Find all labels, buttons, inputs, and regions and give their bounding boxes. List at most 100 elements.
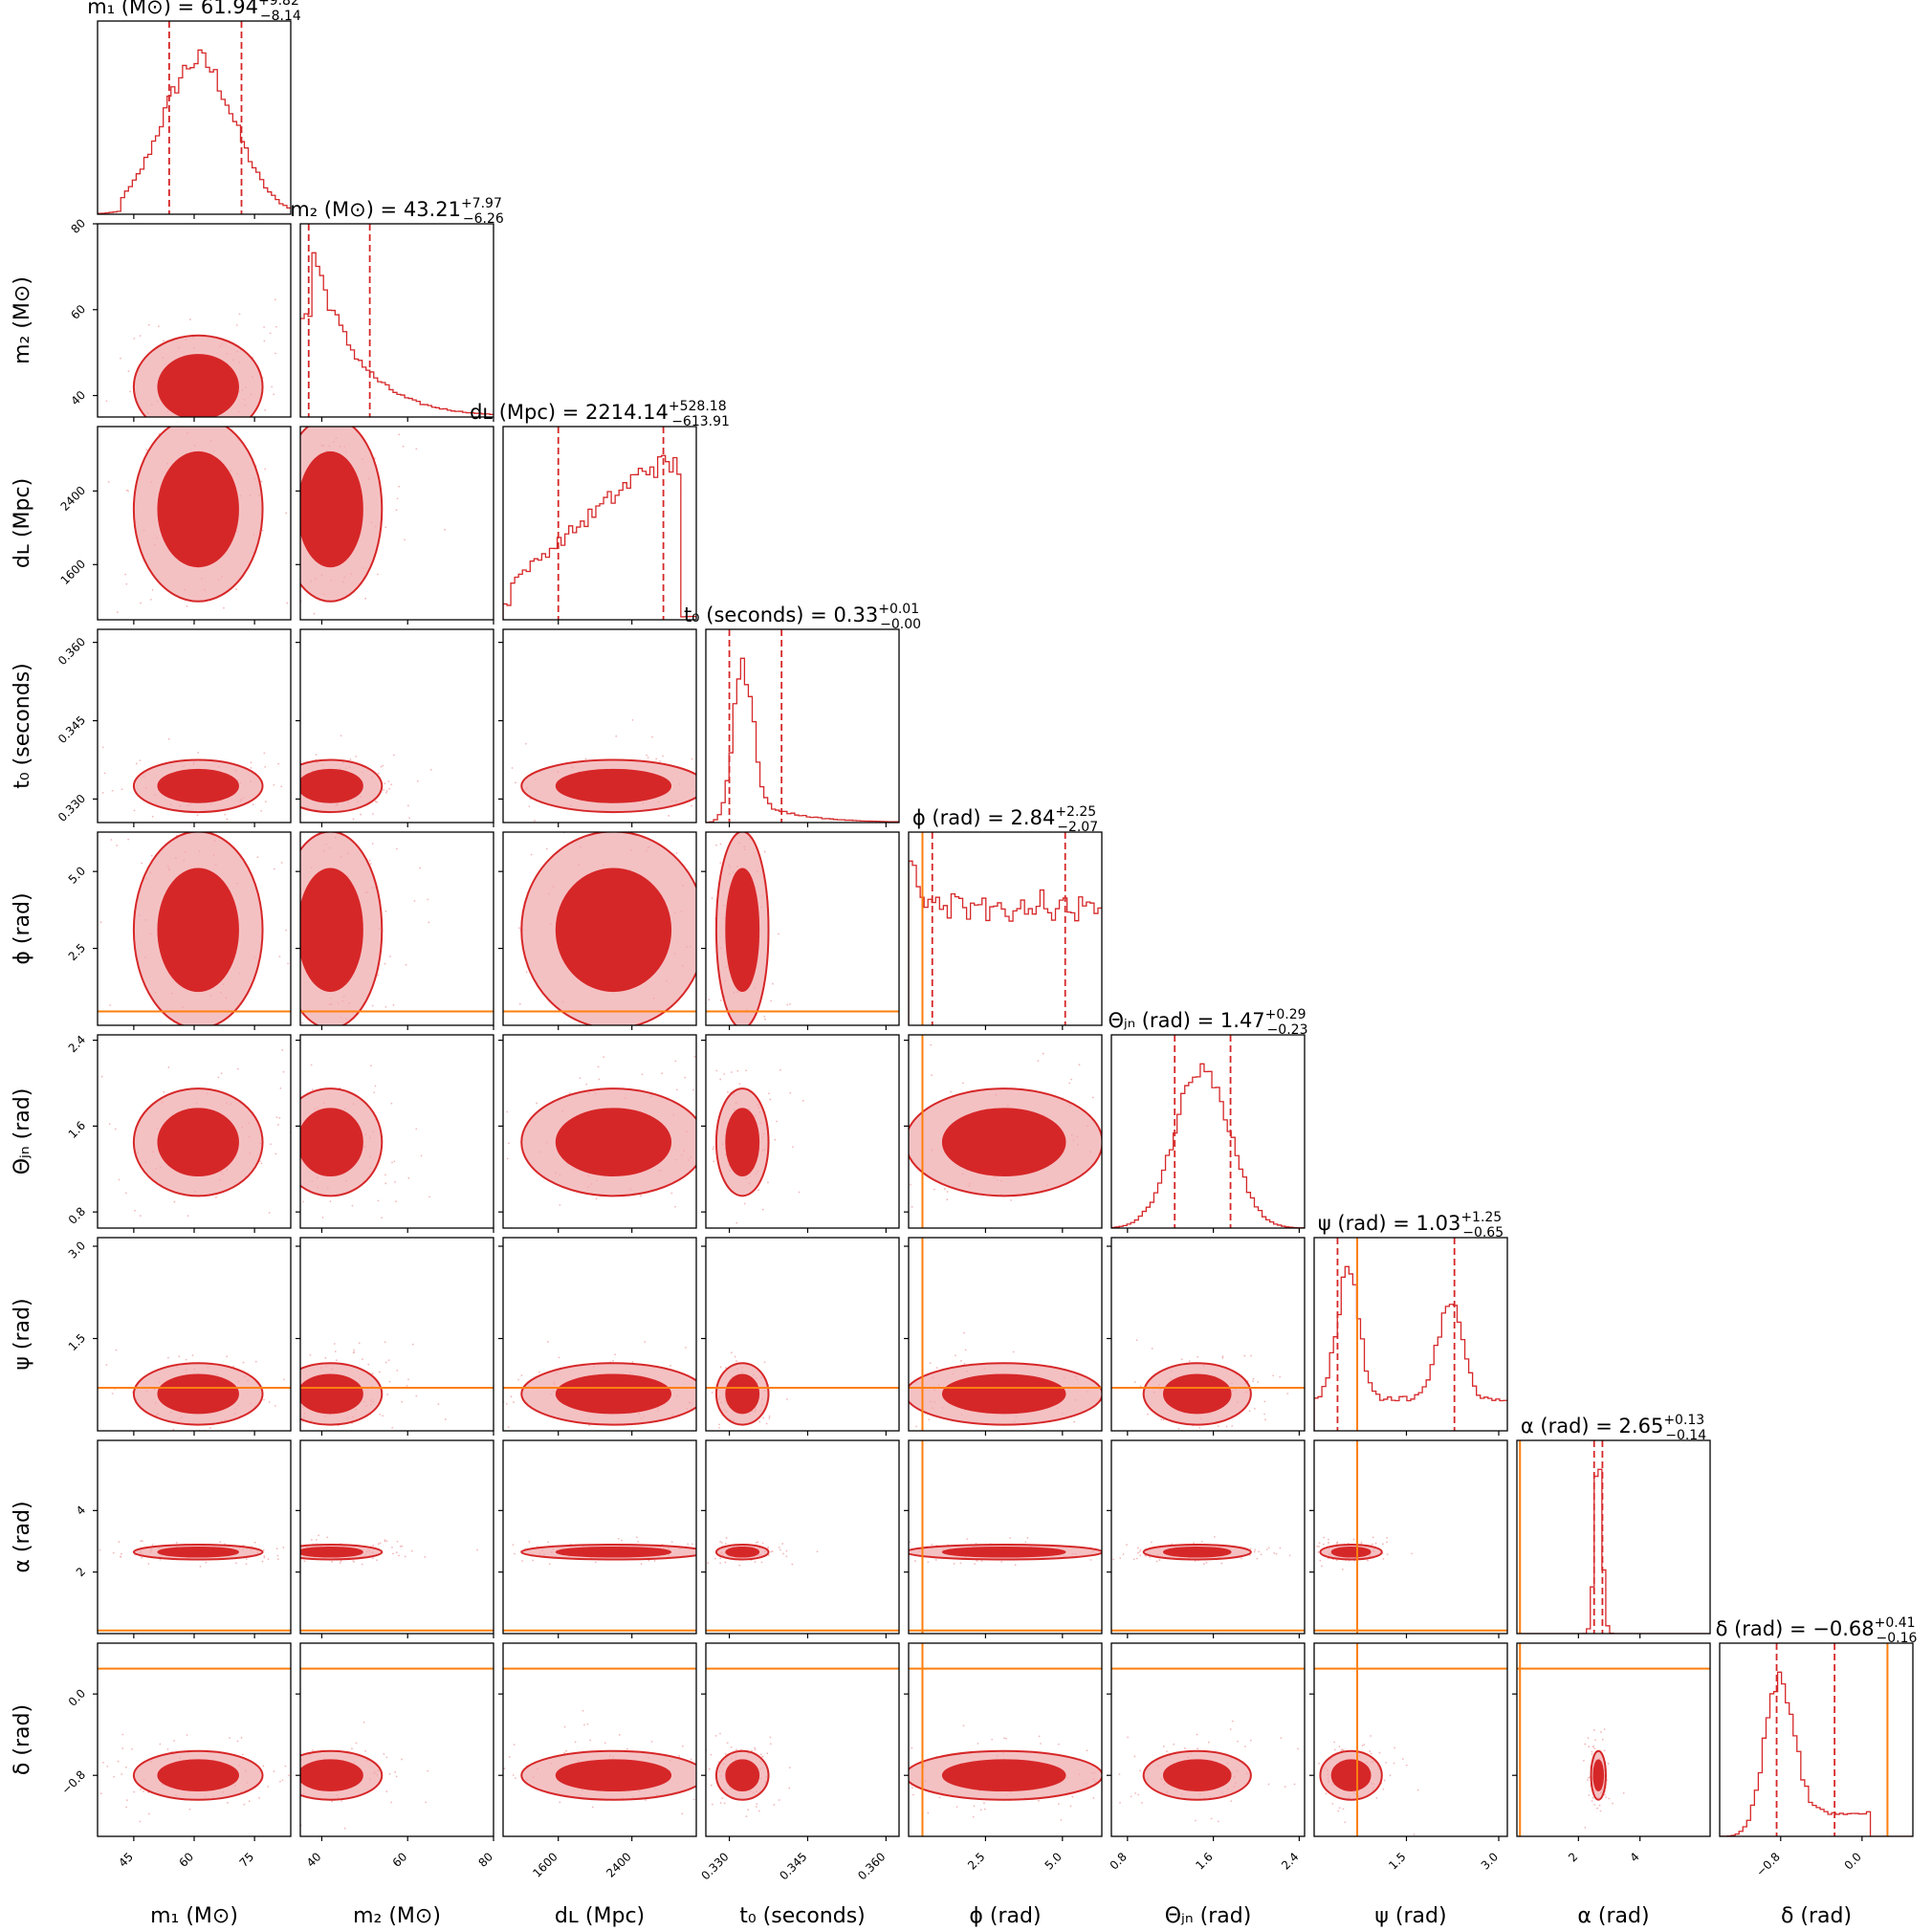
sample-point xyxy=(277,762,280,765)
sample-point xyxy=(1318,1762,1321,1765)
sample-point xyxy=(604,1433,605,1435)
sample-point xyxy=(293,406,295,408)
y-tick-label-m2: 40 xyxy=(68,388,88,408)
sample-point xyxy=(701,803,703,805)
contour-inner xyxy=(941,1546,1066,1558)
sample-point xyxy=(1336,1541,1338,1544)
sample-point xyxy=(1162,1745,1165,1747)
sample-point xyxy=(714,877,716,879)
sample-point xyxy=(260,1801,262,1803)
panel-title-alpha: α (rad) = 2.65+0.13 −0.14 xyxy=(1521,1413,1706,1443)
histogram-phi xyxy=(909,860,1102,1025)
sample-point xyxy=(1325,1792,1328,1795)
sample-point xyxy=(386,1394,389,1395)
sample-point xyxy=(188,1808,191,1811)
sample-point xyxy=(1058,1743,1060,1745)
sample-point xyxy=(730,1351,733,1354)
sample-point xyxy=(1385,1761,1388,1764)
sample-point xyxy=(768,1416,771,1417)
sample-point xyxy=(1367,1559,1369,1562)
sample-point xyxy=(1070,1078,1073,1081)
sample-point xyxy=(1607,1763,1610,1765)
sample-point xyxy=(768,1092,770,1095)
sample-point xyxy=(691,1543,693,1546)
sample-point xyxy=(275,1116,278,1119)
joint-panel-m1-alpha xyxy=(93,1439,292,1638)
sample-point xyxy=(1371,1543,1373,1546)
sample-point xyxy=(1180,1358,1183,1361)
sample-point xyxy=(707,1562,709,1565)
sample-point xyxy=(746,1051,748,1053)
sample-point xyxy=(1257,1381,1260,1383)
sample-point xyxy=(343,1827,346,1830)
sample-point xyxy=(269,785,271,787)
sample-point xyxy=(974,1563,977,1565)
sample-point xyxy=(392,1004,395,1006)
sample-point xyxy=(534,820,536,822)
sample-point xyxy=(781,1543,784,1545)
sample-point xyxy=(503,1767,506,1770)
sample-point xyxy=(251,1045,252,1047)
sample-point xyxy=(197,751,200,754)
sample-point xyxy=(485,800,487,801)
sample-point xyxy=(1372,1536,1374,1539)
sample-point xyxy=(278,1117,281,1119)
x-tick-label-alpha: 4 xyxy=(1627,1850,1641,1864)
y-tick-label-theta_jn: 0.8 xyxy=(66,1204,88,1226)
panel-title-m1: m₁ (M⊙) = 61.94+9.82 −8.14 xyxy=(87,0,301,24)
sample-point xyxy=(1591,1800,1593,1802)
sample-point xyxy=(1275,1552,1278,1555)
sample-point xyxy=(852,1768,854,1770)
sample-point xyxy=(166,1747,169,1750)
sample-point xyxy=(724,806,726,808)
sample-point xyxy=(757,1541,759,1544)
marginal-panel-dL xyxy=(502,426,697,625)
sample-point xyxy=(145,449,148,451)
sample-point xyxy=(746,1252,748,1254)
sample-point xyxy=(274,352,276,355)
sample-point xyxy=(367,1363,370,1366)
sample-point xyxy=(281,1200,283,1202)
sample-point xyxy=(340,1800,343,1802)
sample-point xyxy=(779,795,780,797)
sample-point xyxy=(1068,1082,1070,1085)
sample-point xyxy=(285,512,288,515)
sample-point xyxy=(1598,1804,1601,1807)
sample-point xyxy=(962,1724,965,1727)
sample-point xyxy=(512,1544,515,1547)
sample-point xyxy=(640,1563,643,1566)
joint-panel-theta_jn-alpha xyxy=(1107,1439,1306,1638)
sample-point xyxy=(644,1341,647,1343)
sample-point xyxy=(399,1546,402,1548)
sample-point xyxy=(118,1541,121,1543)
x-tick-label-delta: −0.8 xyxy=(1753,1850,1783,1879)
sample-point xyxy=(315,754,318,756)
sample-point xyxy=(140,434,142,436)
joint-panel-m2-psi xyxy=(296,1237,494,1436)
sample-point xyxy=(1319,1559,1322,1562)
sample-point xyxy=(1107,1742,1109,1744)
sample-point xyxy=(1060,1819,1063,1821)
sample-point xyxy=(1040,1743,1042,1745)
sample-point xyxy=(714,779,715,780)
sample-point xyxy=(512,1774,515,1776)
sample-point xyxy=(406,804,409,807)
sample-point xyxy=(508,1142,510,1145)
sample-point xyxy=(209,1427,211,1429)
sample-point xyxy=(699,1380,701,1382)
sample-point xyxy=(205,1561,208,1564)
sample-point xyxy=(395,1775,398,1778)
joint-panel-phi-psi xyxy=(904,1237,1103,1436)
sample-point xyxy=(133,809,136,812)
sample-point xyxy=(215,1027,217,1029)
sample-point xyxy=(762,1416,764,1419)
sample-point xyxy=(1378,1751,1381,1754)
sample-point xyxy=(1197,1747,1199,1750)
sample-point xyxy=(1382,1788,1385,1790)
sample-point xyxy=(389,955,391,957)
joint-panel-dL-alpha xyxy=(498,1439,697,1638)
sample-point xyxy=(1195,1819,1197,1822)
sample-point xyxy=(307,826,309,828)
x-tick-label-dL: 1600 xyxy=(530,1850,560,1879)
sample-point xyxy=(927,1811,930,1814)
